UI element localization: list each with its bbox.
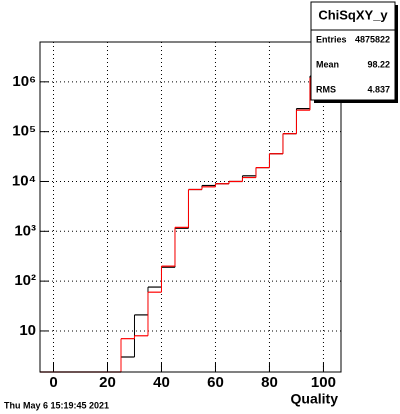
- timestamp: Thu May 6 15:19:45 2021: [4, 400, 109, 410]
- stats-label: Entries: [316, 34, 347, 44]
- stats-value: 4.837: [367, 84, 390, 94]
- stats-label: Mean: [316, 59, 339, 69]
- x-tick-label: 60: [207, 374, 224, 391]
- stats-frame: [310, 1, 396, 101]
- y-tick-label: 10⁴: [12, 172, 36, 189]
- x-tick-label: 0: [49, 374, 57, 391]
- stats-value: 4875822: [355, 34, 390, 44]
- x-tick-label: 40: [153, 374, 170, 391]
- stats-box: ChiSqXY_y Entries 4875822 Mean 98.22 RMS…: [310, 1, 398, 103]
- y-tick-label: 10: [19, 322, 36, 339]
- x-tick-label: 100: [311, 374, 336, 391]
- stats-label: RMS: [316, 84, 336, 94]
- stats-value: 98.22: [367, 59, 390, 69]
- y-tick-label: 10³: [14, 222, 36, 239]
- y-tick-label: 10⁵: [12, 123, 36, 140]
- x-axis-label: Quality: [291, 391, 339, 407]
- y-tick-label: 10⁶: [12, 73, 36, 90]
- y-tick-label: 10²: [14, 272, 36, 289]
- x-tick-label: 80: [261, 374, 278, 391]
- stats-title: ChiSqXY_y: [318, 7, 388, 22]
- plot-frame: [39, 41, 342, 373]
- x-tick-label: 20: [99, 374, 116, 391]
